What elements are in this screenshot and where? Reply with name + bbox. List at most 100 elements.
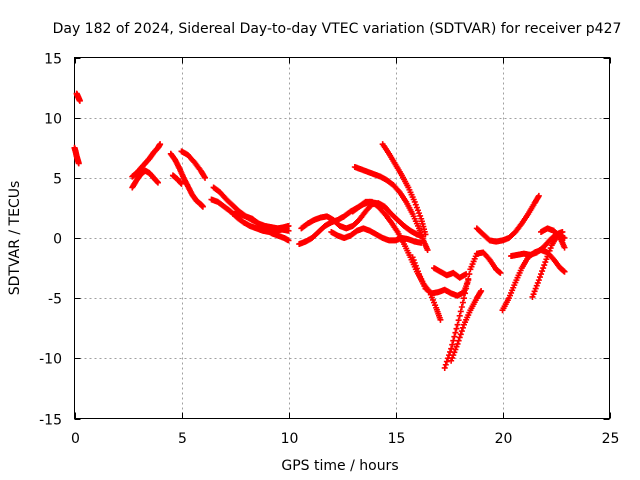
data-point (450, 337, 457, 344)
data-point (410, 257, 417, 264)
data-point (544, 253, 551, 260)
data-point (452, 329, 459, 336)
data-point (285, 227, 292, 234)
data-point (414, 268, 421, 275)
data-point (455, 337, 462, 344)
data-point (460, 295, 467, 302)
x-tick-label: 5 (178, 431, 187, 447)
y-tick-label: -15 (39, 413, 62, 429)
data-point (449, 341, 456, 348)
data-point (456, 334, 463, 341)
data-point (545, 250, 552, 257)
data-point (422, 231, 429, 238)
data-point (451, 349, 458, 356)
data-point (157, 141, 164, 148)
x-axis-label: GPS time / hours (281, 458, 398, 474)
data-point (202, 174, 209, 181)
x-tick-label: 20 (495, 431, 513, 447)
data-point (462, 290, 469, 297)
data-point (413, 265, 420, 272)
series-arc-7 (169, 172, 185, 187)
series-arc-14 (351, 164, 431, 254)
series-arc-5 (167, 150, 206, 210)
data-point (561, 244, 568, 251)
data-point (463, 285, 470, 292)
data-point (417, 212, 424, 219)
series-arc-21 (473, 192, 542, 245)
series-arc-22 (499, 247, 568, 314)
data-point (456, 312, 463, 319)
data-point (453, 325, 460, 332)
data-point (454, 321, 461, 328)
x-tick-labels: 0 5 10 15 20 25 (71, 431, 619, 447)
data-point (536, 274, 543, 281)
data-point (497, 269, 504, 276)
data-point (464, 280, 471, 287)
series-arc-1 (71, 144, 82, 167)
data-point (413, 204, 420, 211)
data-point (450, 352, 457, 359)
data-point (540, 265, 547, 272)
x-tick-label: 15 (388, 431, 406, 447)
data-point (534, 279, 541, 286)
y-tick-label: 10 (44, 112, 62, 128)
axis-ticks (74, 57, 611, 420)
data-point (437, 316, 444, 323)
data-point (424, 247, 431, 254)
data-point (452, 346, 459, 353)
data-point (466, 271, 473, 278)
data-point (529, 293, 536, 300)
data-point (478, 287, 485, 294)
data-point (75, 160, 82, 167)
series-arc-18 (431, 265, 470, 281)
data-point (542, 259, 549, 266)
data-point (154, 179, 161, 186)
data-point (458, 303, 465, 310)
data-points (71, 90, 568, 371)
data-point (448, 345, 455, 352)
data-point (543, 256, 550, 263)
y-tick-label: -5 (48, 292, 62, 308)
data-point (416, 210, 423, 217)
y-tick-label: 15 (44, 52, 62, 68)
series-arc-25 (538, 225, 568, 251)
data-point (449, 354, 456, 361)
data-point (465, 275, 472, 282)
x-tick-label: 10 (281, 431, 299, 447)
data-point (530, 291, 537, 298)
data-point (412, 262, 419, 269)
series-arc-2 (73, 90, 83, 104)
series-arc-20 (448, 287, 485, 364)
data-point (441, 364, 448, 371)
data-point (442, 361, 449, 368)
y-axis-label: SDTVAR / TECUs (7, 181, 23, 296)
data-point (411, 259, 418, 266)
data-point (539, 268, 546, 275)
data-point (541, 262, 548, 269)
series-arc-15 (379, 141, 429, 238)
data-point (457, 308, 464, 315)
series-arc-19 (441, 249, 504, 371)
data-point (199, 203, 206, 210)
data-point (454, 340, 461, 347)
data-point (535, 192, 542, 199)
chart-title: Day 182 of 2024, Sidereal Day-to-day VTE… (53, 21, 622, 37)
data-point (443, 358, 450, 365)
data-point (538, 271, 545, 278)
data-point (535, 277, 542, 284)
data-point (561, 268, 568, 275)
data-point (533, 282, 540, 289)
series-arc-12 (298, 200, 425, 239)
data-point (532, 285, 539, 292)
series-arc-6 (178, 148, 209, 181)
data-point (448, 357, 455, 364)
data-point (414, 207, 421, 214)
data-point (411, 198, 418, 205)
data-point (547, 245, 554, 252)
data-point (457, 331, 464, 338)
data-point (451, 333, 458, 340)
data-point (409, 254, 416, 261)
series-arc-4 (129, 167, 161, 191)
x-tick-label: 0 (71, 431, 80, 447)
